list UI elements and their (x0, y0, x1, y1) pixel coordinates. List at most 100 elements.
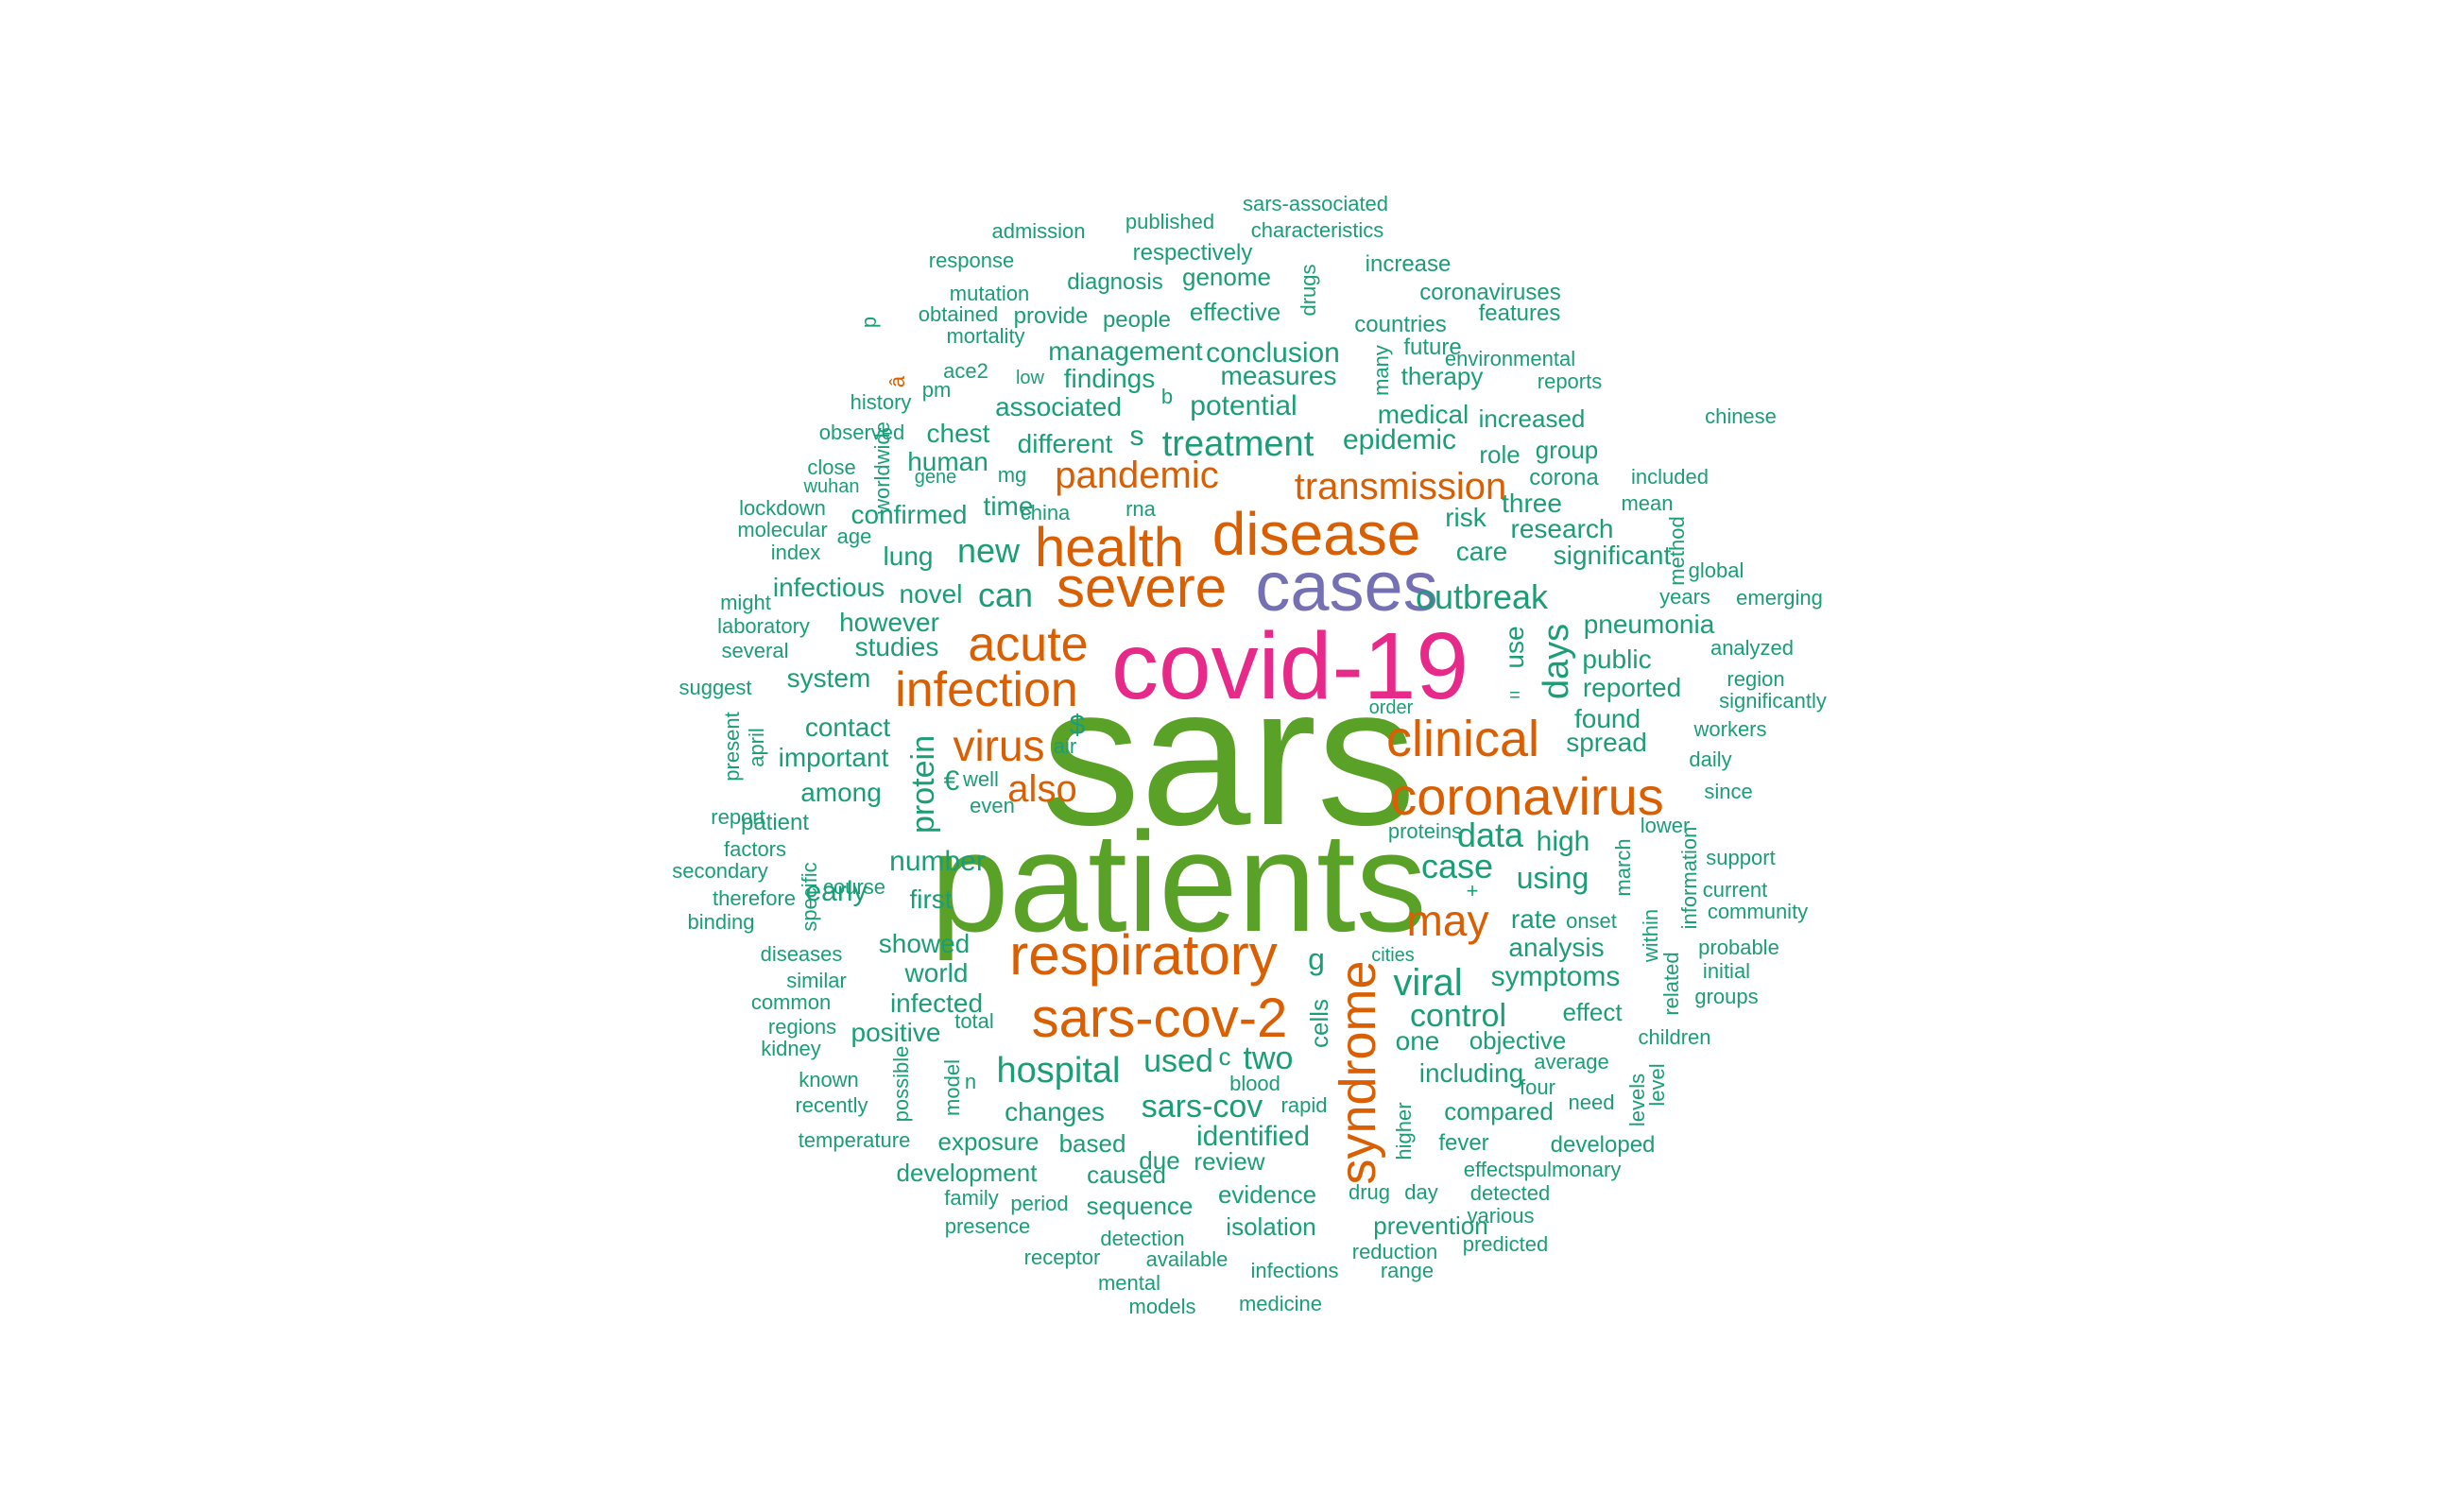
word: effect (1562, 998, 1623, 1026)
word: related (1659, 952, 1683, 1016)
word: similar (786, 969, 847, 992)
word: g (1308, 942, 1325, 976)
word: history (850, 390, 912, 414)
word: sars-cov-2 (1031, 988, 1288, 1049)
word: coronavirus (1390, 766, 1664, 826)
word: range (1380, 1259, 1435, 1282)
word: changes (1005, 1097, 1105, 1126)
word: development (896, 1159, 1038, 1187)
word: among (800, 778, 882, 807)
word: included (1631, 465, 1709, 489)
word: april (745, 728, 768, 767)
word: proteins (1387, 819, 1463, 843)
word: caused (1087, 1160, 1166, 1189)
word: lockdown (739, 496, 826, 520)
word: clinical (1385, 711, 1540, 767)
word: mortality (946, 324, 1025, 348)
word: group (1535, 436, 1599, 464)
word: contact (804, 713, 891, 742)
word: community (1707, 900, 1809, 923)
word: research (1510, 514, 1614, 543)
word: control (1409, 998, 1507, 1034)
word: specific (798, 862, 821, 932)
word: mutation (949, 282, 1030, 305)
word: identified (1195, 1121, 1311, 1152)
word: medical (1377, 400, 1469, 429)
word: used (1143, 1043, 1213, 1079)
word: sequence (1086, 1192, 1194, 1220)
word: objective (1469, 1026, 1567, 1055)
word: common (750, 990, 832, 1014)
word: € (943, 765, 960, 797)
word: public (1582, 644, 1652, 674)
word: potential (1190, 390, 1297, 421)
word: information (1677, 826, 1701, 930)
word: march (1611, 838, 1635, 897)
word: sars-associated (1242, 192, 1389, 215)
word: infection (895, 662, 1078, 717)
word: due (1139, 1146, 1180, 1175)
word: may (1406, 896, 1489, 945)
word: period (1010, 1192, 1069, 1215)
word: response (928, 249, 1015, 272)
word: four (1520, 1075, 1555, 1099)
word: observed (818, 421, 905, 444)
word: index (770, 541, 821, 564)
word: patient (740, 810, 810, 835)
word: found (1573, 704, 1641, 733)
word: studies (854, 632, 939, 662)
word: b (1160, 385, 1174, 408)
word: cities (1371, 945, 1415, 966)
word: global (1688, 558, 1744, 582)
word: features (1478, 301, 1561, 326)
word: children (1638, 1025, 1711, 1049)
word: well (963, 767, 999, 791)
word: isolation (1226, 1212, 1316, 1241)
word: significantly (1719, 689, 1827, 713)
word: important (778, 743, 889, 772)
word: significant (1553, 541, 1672, 570)
word: suggest (679, 676, 752, 699)
word: risk (1445, 503, 1486, 532)
word: total (954, 1009, 994, 1033)
word: effective (1189, 298, 1281, 326)
word: days (1537, 623, 1576, 700)
word: case (1420, 847, 1494, 885)
word: secondary (672, 859, 768, 883)
word: ace2 (943, 359, 988, 383)
word: associated (995, 392, 1122, 421)
word: laboratory (717, 614, 810, 638)
word: coronaviruses (1419, 280, 1561, 305)
word: average (1534, 1050, 1609, 1074)
word: receptor (1023, 1246, 1101, 1269)
word: models (1128, 1295, 1196, 1318)
word: $ (1069, 710, 1086, 741)
word: method (1665, 516, 1689, 586)
word: drugs (1297, 264, 1320, 317)
word: reports (1537, 369, 1603, 393)
word: drug (1348, 1180, 1391, 1204)
word: corona (1529, 465, 1599, 490)
word: developed (1550, 1132, 1656, 1158)
word: onset (1566, 909, 1617, 933)
word: current (1702, 878, 1768, 902)
word: n (964, 1070, 977, 1093)
word: high (1536, 826, 1590, 857)
word: care (1455, 537, 1508, 566)
word: spread (1566, 728, 1647, 757)
word: kidney (761, 1037, 821, 1060)
word: severe (1056, 556, 1228, 619)
word: = (1509, 685, 1521, 706)
word: viral (1393, 962, 1463, 1004)
word: three (1502, 489, 1562, 518)
word: future (1403, 335, 1462, 360)
word: pm (921, 378, 952, 402)
word: system (786, 663, 871, 693)
word: positive (850, 1018, 941, 1047)
word: respectively (1132, 240, 1253, 266)
word: covid-19 (1111, 613, 1469, 719)
word: reported (1582, 673, 1682, 702)
word: protein (905, 735, 941, 833)
word: symptoms (1490, 961, 1621, 992)
